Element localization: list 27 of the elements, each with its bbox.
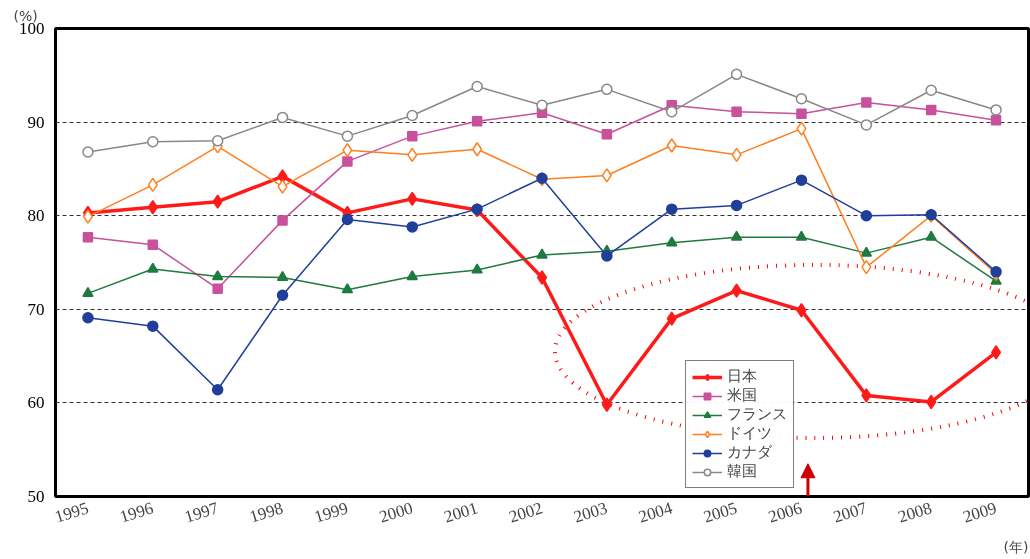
y-tick-label: 90 (27, 112, 45, 132)
legend-label: 日本 (727, 367, 757, 386)
y-tick-label: 60 (27, 393, 45, 413)
x-tick-label: 2001 (441, 498, 480, 527)
x-tick-label: 2007 (831, 498, 870, 527)
x-tick-label: 2002 (506, 498, 545, 527)
legend-label: ドイツ (727, 424, 772, 443)
x-tick-label: 2003 (571, 498, 610, 527)
legend-label: カナダ (727, 443, 772, 462)
x-tick-label: 2004 (636, 498, 676, 527)
x-tick-label: 2009 (960, 498, 999, 527)
x-tick-label: 1998 (247, 498, 286, 527)
y-tick-label: 50 (27, 487, 45, 506)
x-axis-title: (年) (1003, 538, 1029, 555)
legend-label: 米国 (727, 386, 757, 405)
x-tick-label: 1995 (52, 498, 91, 527)
x-tick-label: 1997 (182, 498, 221, 527)
x-tick-label: 1999 (312, 498, 351, 527)
x-tick-label: 2005 (701, 498, 740, 527)
legend-label: フランス (727, 405, 787, 424)
y-tick-label: 80 (27, 206, 45, 226)
x-tick-label: 1996 (117, 498, 156, 527)
x-tick-label: 2006 (766, 498, 805, 527)
legend-label: 韓国 (727, 462, 757, 481)
x-tick-label: 2008 (895, 498, 935, 527)
y-tick-label: 70 (27, 299, 45, 319)
x-tick-label: 2000 (376, 498, 416, 527)
